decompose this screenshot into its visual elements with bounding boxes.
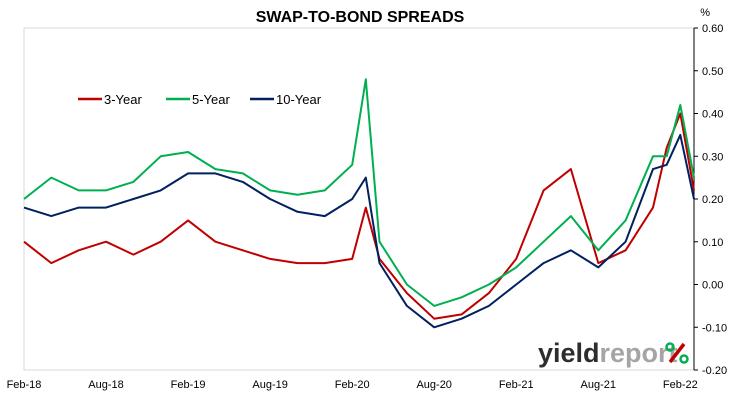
legend-label: 5-Year bbox=[192, 92, 230, 107]
plot-area bbox=[23, 27, 695, 371]
x-axis: Feb-18 Aug-18 Feb-19 Aug-19 Feb-20 Aug-20 Feb-… bbox=[7, 379, 698, 391]
series-line-5-year bbox=[23, 78, 695, 307]
percent-dot-bottom bbox=[679, 354, 689, 364]
chart-title: SWAP-TO-BOND SPREADS bbox=[256, 9, 465, 26]
y-tick-label: 0.00 bbox=[702, 280, 723, 292]
watermark-part1: yield bbox=[538, 338, 600, 368]
y-tick-label: 0.50 bbox=[702, 66, 723, 78]
series-group bbox=[23, 78, 695, 329]
legend-label: 3-Year bbox=[104, 92, 142, 107]
series-line-3-year bbox=[23, 112, 695, 320]
y-tick-label: 0.40 bbox=[702, 109, 723, 121]
x-tick-label: Feb-21 bbox=[499, 379, 534, 391]
percent-icon bbox=[665, 342, 689, 364]
svg-text:yieldreport: yieldreport bbox=[538, 338, 678, 368]
y-tick-label: 0.60 bbox=[702, 23, 723, 35]
x-tick-label: Aug-19 bbox=[252, 379, 287, 391]
legend-label: 10-Year bbox=[276, 92, 322, 107]
y-tick-label: -0.20 bbox=[702, 365, 727, 377]
y-tick-label: 0.10 bbox=[702, 237, 723, 249]
percent-slash bbox=[668, 342, 686, 364]
watermark-part2: report bbox=[600, 338, 678, 368]
x-tick-label: Aug-21 bbox=[581, 379, 616, 391]
x-tick-label: Feb-22 bbox=[663, 379, 698, 391]
series-line-10-year bbox=[23, 133, 695, 329]
y-tick-label: 0.30 bbox=[702, 151, 723, 163]
x-tick-label: Aug-18 bbox=[88, 379, 123, 391]
y-tick-label: 0.20 bbox=[702, 194, 723, 206]
x-tick-label: Feb-19 bbox=[171, 379, 206, 391]
x-tick-label: Aug-20 bbox=[416, 379, 451, 391]
legend: 3-Year 5-Year 10-Year bbox=[78, 92, 322, 107]
y-unit-label: % bbox=[700, 7, 710, 19]
x-tick-label: Feb-20 bbox=[335, 379, 370, 391]
percent-dot-top bbox=[665, 342, 675, 352]
y-axis: -0.20 -0.10 0.00 0.10 0.20 0.30 0.40 0.50 0.60 bbox=[694, 23, 727, 377]
y-tick-label: -0.10 bbox=[702, 322, 727, 334]
watermark-logo: yieldreport bbox=[538, 338, 689, 368]
x-tick-label: Feb-18 bbox=[7, 379, 42, 391]
